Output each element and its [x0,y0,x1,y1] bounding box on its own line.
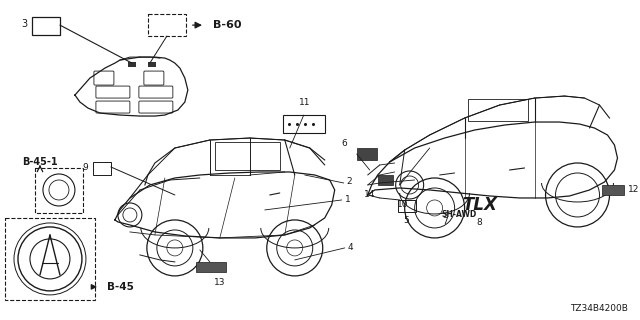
Bar [32,17,60,35]
Text: 4: 4 [348,244,353,252]
Text: B-45-1: B-45-1 [22,157,58,167]
Bar [148,62,156,67]
Bar [468,99,527,121]
Text: 11: 11 [299,98,310,107]
Text: 2: 2 [347,178,353,187]
Bar [378,175,393,185]
Text: 12: 12 [627,186,639,195]
Text: B-60: B-60 [213,20,241,30]
Text: SH-AWD: SH-AWD [442,211,477,220]
Bar [283,115,324,133]
Bar [128,62,136,67]
Text: 13: 13 [214,278,225,287]
Bar [93,162,111,175]
Text: TLX: TLX [462,196,497,214]
Text: 8: 8 [477,218,483,227]
Bar [397,200,415,212]
Bar [196,262,226,272]
Text: B-45: B-45 [107,282,134,292]
Text: 9: 9 [82,164,88,172]
Text: 7: 7 [442,218,447,227]
Bar [35,168,83,213]
Bar [602,185,625,195]
Bar [148,14,186,36]
Text: 5: 5 [403,216,408,225]
Text: 6: 6 [341,139,347,148]
Bar [356,148,377,160]
Text: 3: 3 [21,19,27,29]
Text: 10: 10 [397,200,408,209]
Text: TZ34B4200B: TZ34B4200B [570,304,627,313]
Bar [215,142,280,170]
Text: 1: 1 [345,196,351,204]
Text: 14: 14 [364,190,376,199]
Bar [5,218,95,300]
